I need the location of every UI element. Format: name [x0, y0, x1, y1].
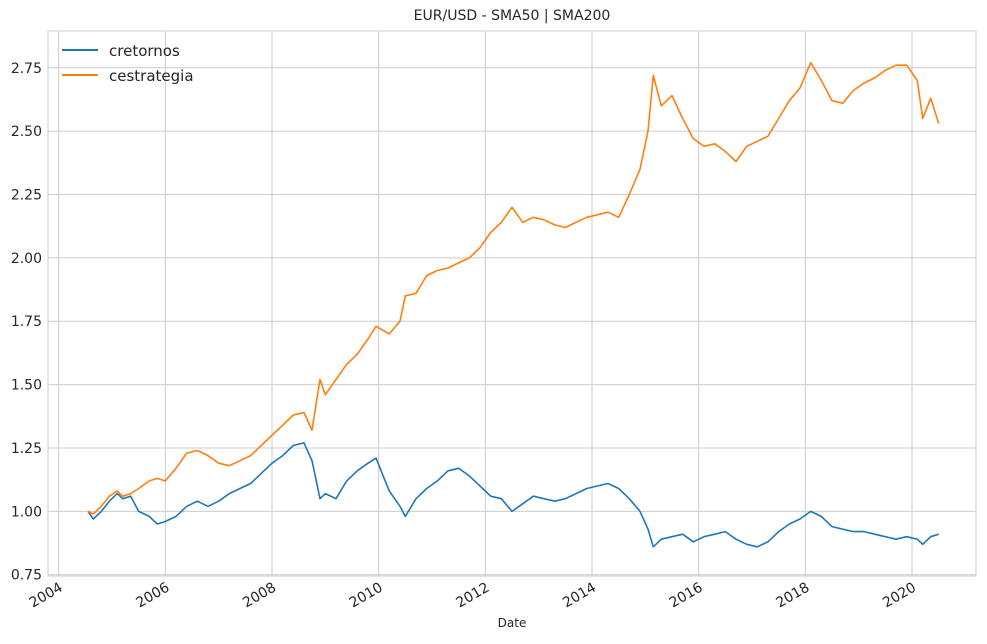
x-tick-label: 2006: [133, 580, 172, 612]
x-tick-label: 2008: [240, 580, 279, 612]
legend-label-cretornos: cretornos: [109, 42, 180, 60]
y-tick-label: 1.75: [11, 314, 42, 330]
y-tick-label: 2.00: [11, 251, 42, 267]
y-tick-label: 1.50: [11, 378, 42, 394]
series-lines: [87, 61, 940, 548]
x-tick-label: 2012: [453, 580, 492, 612]
y-tick-label: 1.00: [11, 504, 42, 520]
x-tick-label: 2020: [880, 580, 919, 612]
y-tick-label: 2.75: [11, 61, 42, 77]
plot-area: [47, 30, 977, 577]
y-axis-ticks: 0.75 1.00 1.25 1.50 1.75 2.00 2.25 2.50 2.75: [11, 61, 42, 584]
series-line-cestrategia: [87, 61, 940, 515]
x-axis-label: Date: [498, 616, 527, 630]
legend: cretornos cestrategia: [62, 42, 194, 85]
legend-label-cestrategia: cestrategia: [109, 67, 194, 85]
y-tick-label: 1.25: [11, 441, 42, 457]
x-tick-label: 2004: [27, 580, 66, 612]
x-tick-label: 2010: [347, 580, 386, 612]
chart-title: EUR/USD - SMA50 | SMA200: [414, 8, 611, 24]
x-tick-label: 2018: [773, 580, 812, 612]
series-line-cretornos: [87, 442, 939, 548]
x-tick-label: 2014: [560, 580, 599, 612]
y-tick-label: 2.25: [11, 188, 42, 204]
y-tick-label: 2.50: [11, 124, 42, 140]
y-tick-label: 0.75: [11, 568, 42, 584]
grid: [48, 31, 976, 576]
x-axis-ticks: 2004 2006 2008 2010 2012 2014 2016 2018 2020: [27, 580, 919, 612]
x-tick-label: 2016: [667, 580, 706, 612]
